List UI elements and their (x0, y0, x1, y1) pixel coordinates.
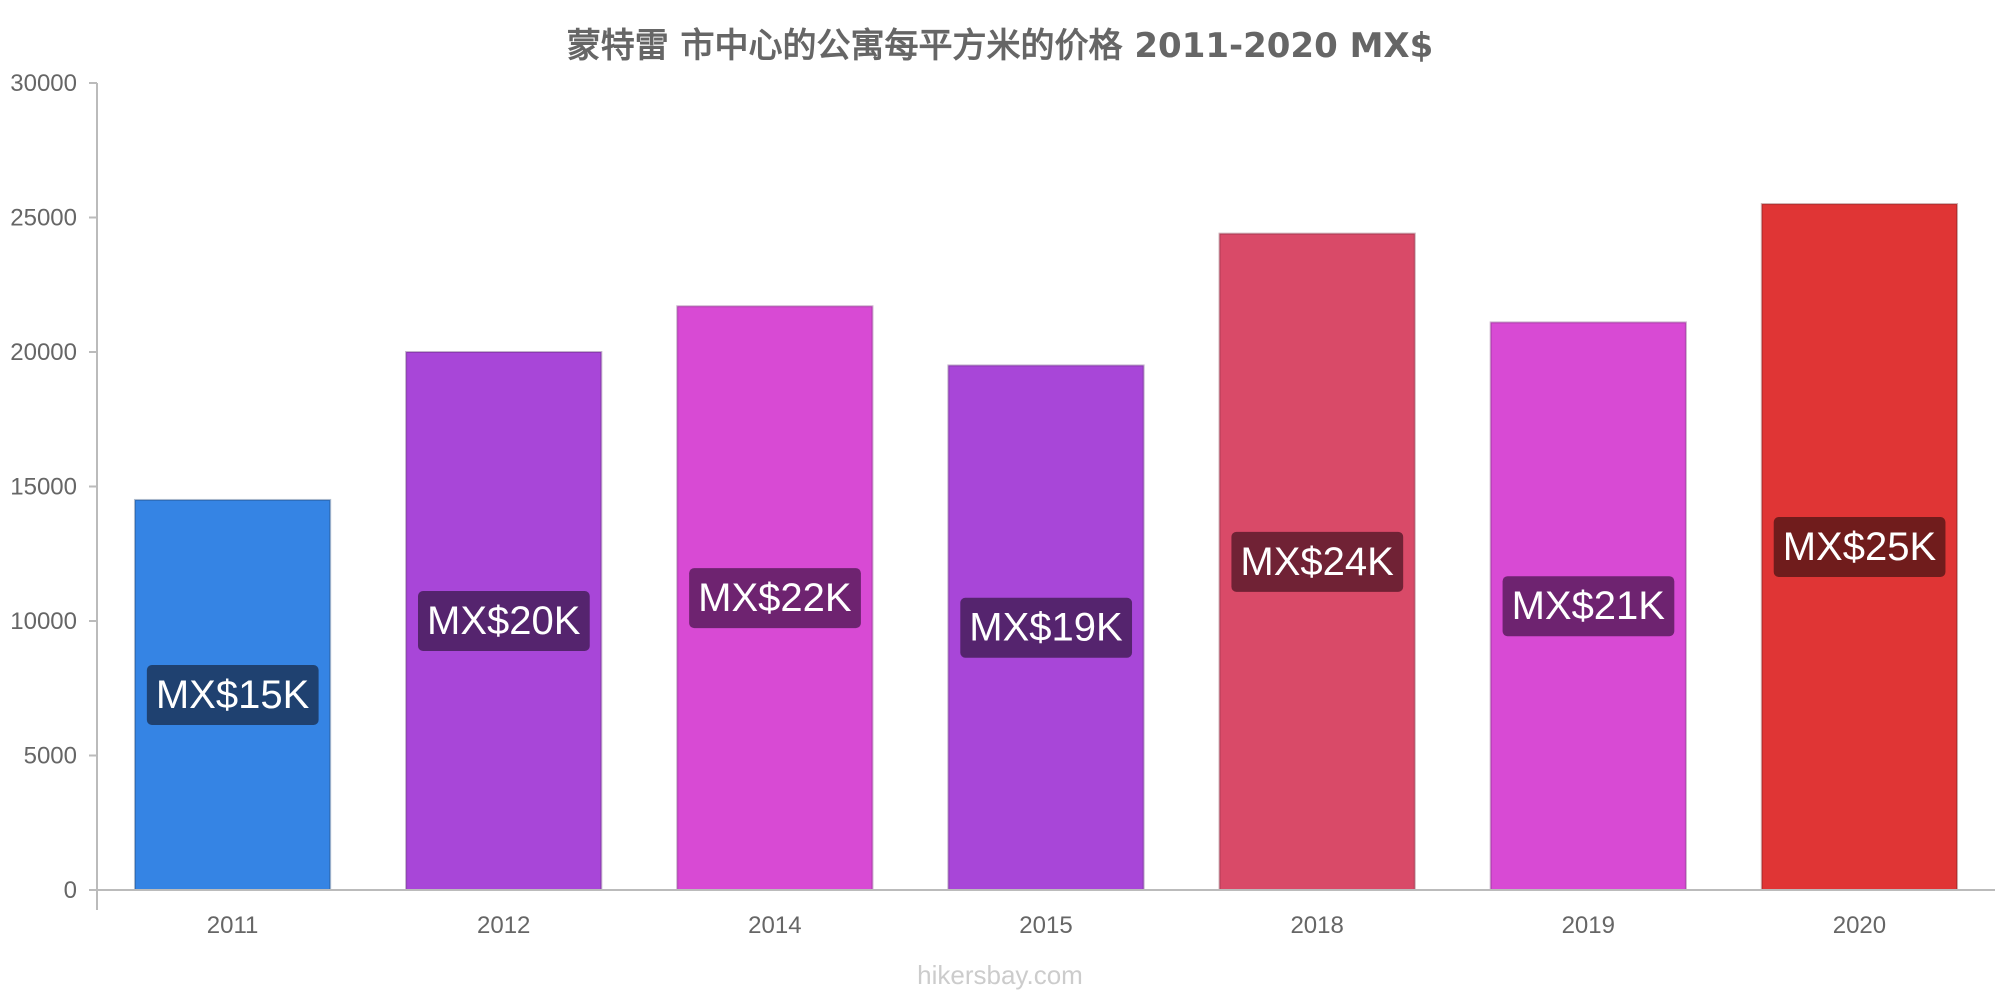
data-label-text: MX$19K (969, 606, 1123, 650)
y-tick-label: 30000 (10, 70, 77, 97)
data-labels: MX$15K MX$20K MX$22K MX$19K MX$24K MX$21K MX$2… (146, 517, 1946, 725)
y-tick-label: 0 (64, 877, 77, 904)
x-tick-label: 2019 (1562, 912, 1615, 939)
data-label-text: MX$22K (698, 576, 852, 620)
x-tick-label: 2015 (1019, 912, 1072, 939)
y-tick-label: 10000 (10, 608, 77, 635)
data-label-background (418, 591, 590, 651)
data-label-text: MX$20K (427, 599, 581, 643)
data-label-text: MX$25K (1783, 525, 1937, 569)
data-label-text: MX$21K (1512, 584, 1666, 628)
data-label-2015: MX$19K (960, 597, 1133, 658)
x-tick-label: 2018 (1290, 912, 1343, 939)
y-axis: 0 5000 10000 15000 20000 25000 30000 (10, 70, 98, 910)
data-label-background (689, 568, 861, 629)
y-tick-label: 5000 (24, 743, 77, 770)
x-tick-label: 2014 (748, 912, 801, 939)
data-label-background (1773, 517, 1946, 578)
data-label-background (146, 664, 319, 725)
data-label-2014: MX$22K (689, 568, 861, 629)
chart-title: 蒙特雷 市中心的公寓每平方米的价格 2011-2020 MX$ (566, 26, 1434, 66)
x-tick-label: 2020 (1833, 912, 1886, 939)
data-label-text: MX$24K (1240, 540, 1394, 584)
data-label-2011: MX$15K (146, 664, 319, 725)
data-label-2012: MX$20K (418, 591, 590, 651)
data-label-2020: MX$25K (1773, 517, 1946, 578)
x-tick-label: 2012 (477, 912, 530, 939)
data-label-background (1231, 531, 1404, 592)
data-label-background (960, 597, 1133, 658)
y-tick-label: 20000 (10, 339, 77, 366)
y-tick-label: 25000 (10, 205, 77, 232)
x-tick-label: 2011 (207, 912, 259, 939)
x-axis: 2011 2012 2014 2015 2018 2019 2020 (97, 889, 1995, 939)
bars (133, 203, 1959, 892)
data-label-2019: MX$21K (1502, 576, 1675, 637)
data-label-text: MX$15K (156, 673, 310, 717)
watermark: hikersbay.com (917, 960, 1083, 990)
y-tick-label: 15000 (10, 474, 77, 501)
data-label-2018: MX$24K (1231, 531, 1404, 592)
data-label-background (1502, 576, 1675, 637)
